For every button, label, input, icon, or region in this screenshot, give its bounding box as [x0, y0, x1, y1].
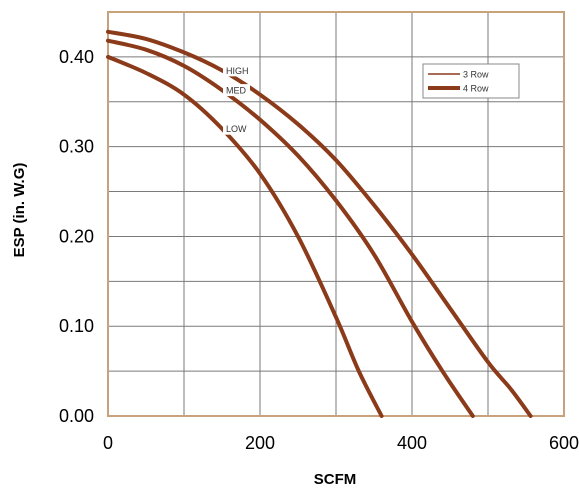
- y-tick-label: 0.20: [59, 226, 94, 246]
- legend-label-4-row: 4 Row: [463, 84, 489, 94]
- plot-frame: [107, 11, 565, 417]
- x-axis-title: SCFM: [314, 471, 357, 488]
- y-tick-label: 0.00: [59, 406, 94, 426]
- curve-label-high: HIGH: [226, 66, 249, 76]
- curve-label-low: LOW: [226, 124, 247, 134]
- y-tick-label: 0.40: [59, 47, 94, 67]
- curve-low: [106, 54, 384, 418]
- y-tick-labels: 0.00 0.10 0.20 0.30 0.40: [59, 47, 94, 426]
- curve-med: [106, 38, 475, 418]
- y-tick-label: 0.10: [59, 316, 94, 336]
- legend-box: [422, 63, 520, 99]
- x-tick-label: 0: [103, 433, 113, 453]
- x-tick-labels: 0 200 400 600: [103, 433, 579, 453]
- curve-labels: HIGH MED LOW: [223, 64, 257, 135]
- y-tick-label: 0.30: [59, 137, 94, 157]
- curve-label-med: MED: [226, 86, 247, 96]
- x-tick-label: 200: [245, 433, 275, 453]
- curves: [106, 29, 533, 418]
- legend-label-3-row: 3 Row: [463, 70, 489, 80]
- x-tick-label: 600: [549, 433, 579, 453]
- y-axis-title: ESP (in. W.G): [11, 163, 28, 258]
- legend: 3 Row 4 Row: [422, 63, 520, 99]
- curve-high: [106, 29, 533, 418]
- curve-label-bg: [223, 84, 250, 97]
- x-tick-label: 400: [397, 433, 427, 453]
- curve-label-bg: [223, 122, 250, 135]
- grid-lines: [108, 12, 564, 416]
- curve-label-bg: [223, 64, 257, 77]
